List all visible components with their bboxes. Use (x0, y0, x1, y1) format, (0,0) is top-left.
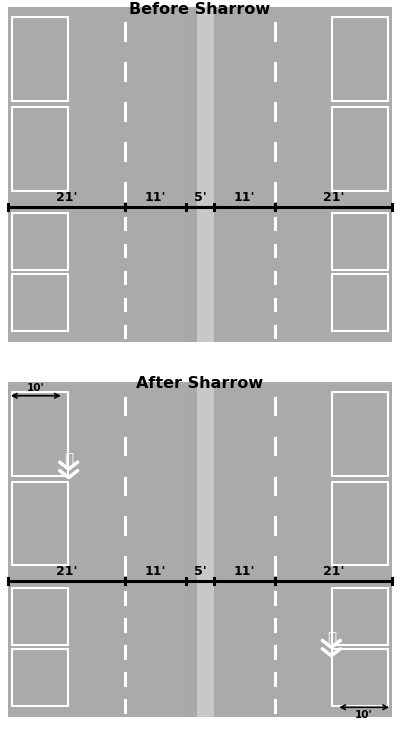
Bar (12, 274, 68, 331)
Text: 11': 11' (145, 565, 166, 578)
Text: 21': 21' (56, 191, 77, 204)
Text: Before Sharrow: Before Sharrow (130, 1, 270, 17)
Bar (8, 581, 392, 716)
Text: 11': 11' (145, 191, 166, 204)
Text: After Sharrow: After Sharrow (136, 376, 264, 391)
Bar (332, 649, 388, 706)
Bar (12, 588, 68, 645)
Bar (197, 581, 214, 716)
Bar (186, 382, 197, 581)
Text: 5': 5' (194, 191, 206, 204)
Text: 🚲: 🚲 (64, 452, 73, 468)
Bar (332, 588, 388, 645)
Bar (332, 482, 388, 565)
Bar (8, 382, 392, 581)
Bar (197, 382, 214, 581)
Bar (12, 482, 68, 565)
Bar (12, 649, 68, 706)
Text: 21': 21' (323, 191, 344, 204)
Bar (12, 392, 68, 476)
Bar (186, 581, 197, 716)
Bar (12, 107, 68, 191)
Bar (332, 392, 388, 476)
Bar (8, 207, 392, 342)
Text: 🚲: 🚲 (327, 631, 336, 645)
Text: 21': 21' (56, 565, 77, 578)
Bar (8, 7, 392, 207)
Bar (332, 213, 388, 270)
Text: 21': 21' (323, 565, 344, 578)
Bar (332, 17, 388, 101)
Bar (186, 7, 197, 207)
Text: 10': 10' (27, 383, 45, 393)
Text: 11': 11' (234, 565, 255, 578)
Text: 11': 11' (234, 191, 255, 204)
Bar (12, 17, 68, 101)
Bar (332, 107, 388, 191)
Text: 5': 5' (194, 565, 206, 578)
Bar (186, 207, 197, 342)
Bar (197, 207, 214, 342)
Bar (197, 7, 214, 207)
Bar (12, 213, 68, 270)
Bar (332, 274, 388, 331)
Text: 10': 10' (355, 711, 373, 720)
